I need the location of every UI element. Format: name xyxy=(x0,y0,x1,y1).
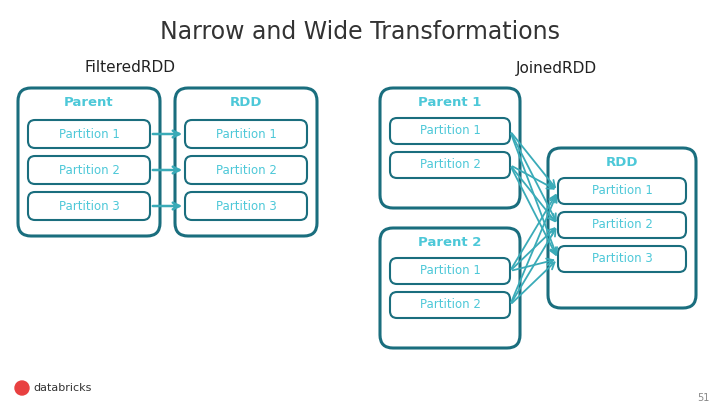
Circle shape xyxy=(15,381,29,395)
FancyBboxPatch shape xyxy=(558,178,686,204)
Text: Parent: Parent xyxy=(64,96,114,109)
Text: FilteredRDD: FilteredRDD xyxy=(84,60,176,75)
FancyBboxPatch shape xyxy=(185,156,307,184)
FancyBboxPatch shape xyxy=(28,192,150,220)
FancyBboxPatch shape xyxy=(18,88,160,236)
FancyBboxPatch shape xyxy=(390,292,510,318)
FancyBboxPatch shape xyxy=(390,118,510,144)
FancyBboxPatch shape xyxy=(558,212,686,238)
FancyBboxPatch shape xyxy=(380,228,520,348)
Text: Partition 3: Partition 3 xyxy=(215,200,276,213)
FancyBboxPatch shape xyxy=(28,156,150,184)
FancyBboxPatch shape xyxy=(548,148,696,308)
FancyBboxPatch shape xyxy=(175,88,317,236)
Text: Partition 2: Partition 2 xyxy=(215,164,276,177)
Text: Partition 2: Partition 2 xyxy=(592,219,652,232)
Text: databricks: databricks xyxy=(33,383,91,393)
Text: Parent 1: Parent 1 xyxy=(418,96,482,109)
FancyBboxPatch shape xyxy=(185,120,307,148)
FancyBboxPatch shape xyxy=(390,258,510,284)
Text: Partition 2: Partition 2 xyxy=(420,298,480,311)
Text: Parent 2: Parent 2 xyxy=(418,237,482,249)
FancyBboxPatch shape xyxy=(390,152,510,178)
Text: Partition 1: Partition 1 xyxy=(420,264,480,277)
Text: RDD: RDD xyxy=(606,156,638,170)
Text: Partition 1: Partition 1 xyxy=(592,185,652,198)
Text: Partition 1: Partition 1 xyxy=(215,128,276,141)
Text: Partition 1: Partition 1 xyxy=(420,124,480,138)
FancyBboxPatch shape xyxy=(28,120,150,148)
Text: Partition 1: Partition 1 xyxy=(58,128,120,141)
Text: JoinedRDD: JoinedRDD xyxy=(516,60,597,75)
Text: Partition 2: Partition 2 xyxy=(58,164,120,177)
Text: Partition 3: Partition 3 xyxy=(592,252,652,266)
Text: Partition 3: Partition 3 xyxy=(58,200,120,213)
FancyBboxPatch shape xyxy=(558,246,686,272)
FancyBboxPatch shape xyxy=(185,192,307,220)
Text: Narrow and Wide Transformations: Narrow and Wide Transformations xyxy=(160,20,560,44)
FancyBboxPatch shape xyxy=(380,88,520,208)
Text: 51: 51 xyxy=(698,393,710,403)
Text: Partition 2: Partition 2 xyxy=(420,158,480,171)
Text: RDD: RDD xyxy=(230,96,262,109)
